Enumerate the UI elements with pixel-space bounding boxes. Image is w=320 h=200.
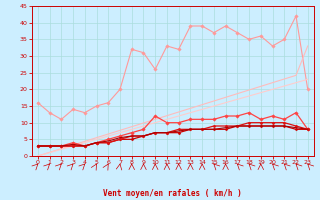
- Text: Vent moyen/en rafales ( km/h ): Vent moyen/en rafales ( km/h ): [103, 189, 242, 198]
